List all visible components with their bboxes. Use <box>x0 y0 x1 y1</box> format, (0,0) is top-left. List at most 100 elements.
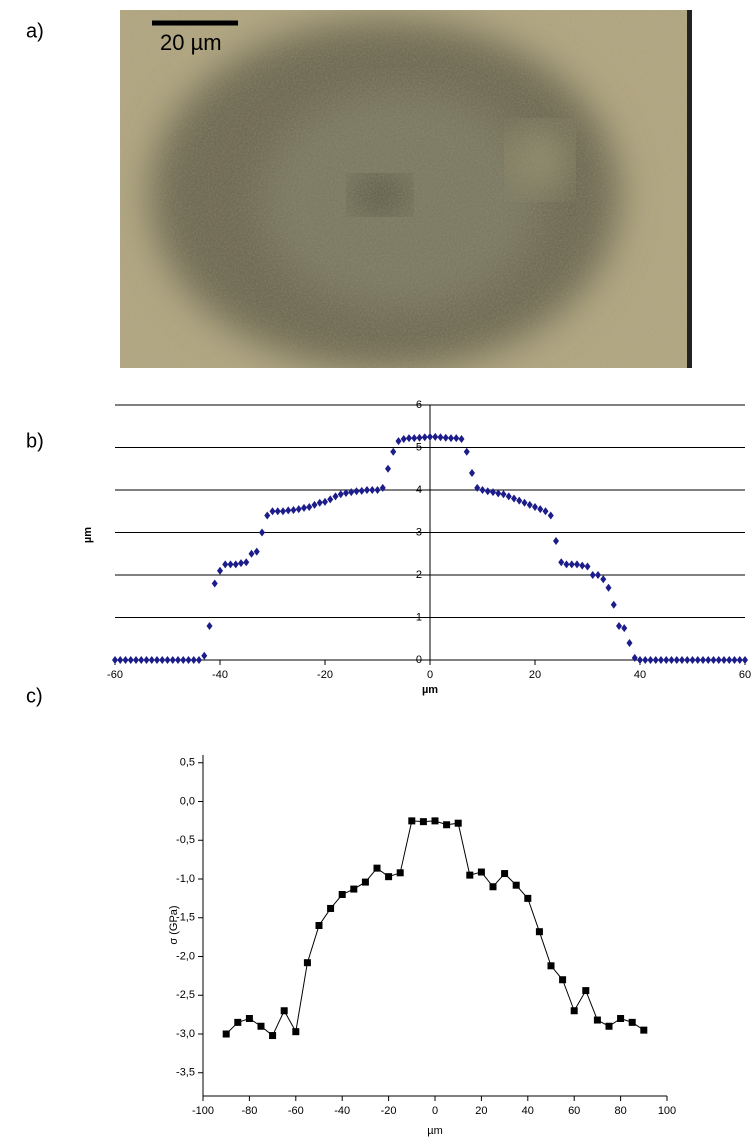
point <box>196 656 202 664</box>
point <box>495 489 502 498</box>
x-axis-label: µm <box>422 684 438 696</box>
point <box>684 656 691 664</box>
y-tick-label: -1,5 <box>176 912 195 924</box>
x-tick-label: 40 <box>634 669 646 681</box>
point <box>432 432 439 441</box>
point <box>306 503 313 511</box>
scale-bar-label: 20 µm <box>160 30 222 55</box>
point <box>631 653 638 662</box>
point <box>343 488 349 497</box>
point <box>400 435 407 443</box>
y-tick-label: -0,5 <box>176 834 195 846</box>
point <box>327 495 334 504</box>
point <box>180 656 187 664</box>
x-tick-label: -40 <box>212 669 228 681</box>
point <box>138 656 145 664</box>
x-tick-label: 20 <box>475 1105 487 1117</box>
point <box>521 498 528 507</box>
x-tick-label: -20 <box>317 669 333 681</box>
point <box>500 490 507 499</box>
point <box>579 561 586 570</box>
point <box>292 1028 300 1036</box>
point <box>637 656 643 664</box>
point <box>315 922 323 929</box>
point <box>348 488 355 497</box>
point <box>259 528 265 537</box>
point <box>390 447 397 456</box>
point <box>337 490 344 499</box>
point <box>416 433 423 442</box>
point <box>469 469 475 477</box>
series-line <box>225 820 645 1037</box>
x-tick-label: -60 <box>107 669 123 681</box>
point <box>466 871 474 879</box>
point <box>143 656 150 664</box>
point <box>547 962 555 970</box>
point <box>133 656 139 664</box>
point <box>501 870 509 878</box>
point <box>617 1015 625 1022</box>
point <box>408 817 416 825</box>
point <box>338 891 346 898</box>
point <box>640 1026 648 1034</box>
point <box>431 817 439 825</box>
point <box>584 562 591 571</box>
point <box>694 656 701 664</box>
point <box>731 656 738 664</box>
y-tick-label: 3 <box>416 526 422 538</box>
point <box>364 486 370 494</box>
point <box>437 433 444 442</box>
point <box>159 656 166 664</box>
x-axis-label: µm <box>427 1125 443 1137</box>
point <box>453 434 460 443</box>
point <box>443 821 451 829</box>
point <box>679 656 685 664</box>
x-tick-label: -80 <box>241 1105 257 1117</box>
point <box>537 505 544 514</box>
point <box>395 437 402 446</box>
point <box>206 622 213 630</box>
point <box>605 583 612 592</box>
panel-label: c) <box>26 685 43 707</box>
point <box>248 549 255 558</box>
point <box>542 507 549 516</box>
point <box>327 904 335 912</box>
point <box>322 497 328 506</box>
point <box>668 656 675 664</box>
point <box>524 894 532 902</box>
point <box>647 656 654 664</box>
point <box>589 571 596 579</box>
point <box>421 433 428 442</box>
point <box>595 571 601 579</box>
y-tick-label: 6 <box>416 399 422 411</box>
point <box>190 656 197 664</box>
point <box>301 503 307 512</box>
point <box>582 987 590 995</box>
point <box>379 483 386 492</box>
point <box>516 496 523 505</box>
point <box>652 656 659 664</box>
point <box>532 503 538 511</box>
point <box>222 560 229 569</box>
point <box>511 494 517 503</box>
point <box>570 1007 578 1015</box>
x-tick-label: -100 <box>192 1105 214 1117</box>
point <box>559 976 567 984</box>
point <box>201 651 208 660</box>
point <box>373 864 381 872</box>
point <box>512 881 520 889</box>
y-tick-label: -1,0 <box>176 873 195 885</box>
point <box>211 579 218 588</box>
point <box>406 434 412 443</box>
x-tick-label: 20 <box>529 669 541 681</box>
y-tick-label: -3,0 <box>176 1028 195 1040</box>
y-tick-label: 0,5 <box>180 757 195 769</box>
point <box>715 656 722 664</box>
point <box>274 507 281 516</box>
x-tick-label: 40 <box>522 1105 534 1117</box>
point <box>164 656 171 664</box>
point <box>257 1022 265 1030</box>
point <box>605 1022 613 1030</box>
point <box>700 656 706 664</box>
